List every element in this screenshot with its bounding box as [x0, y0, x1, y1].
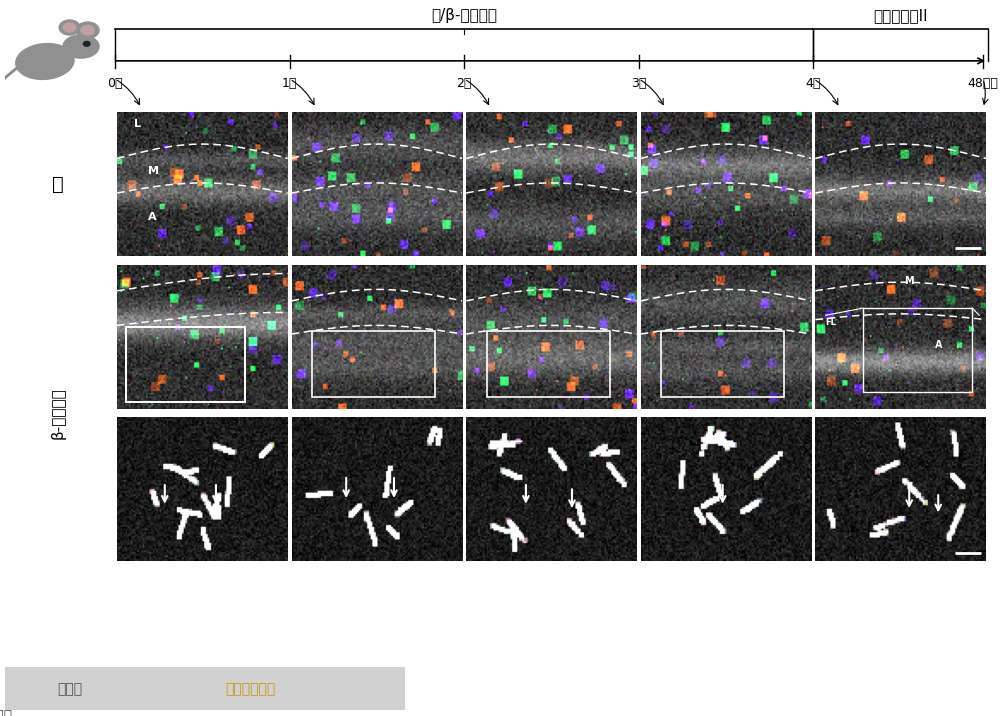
Text: 细胞核: 细胞核 — [0, 709, 13, 716]
Text: 3周: 3周 — [631, 77, 646, 90]
Text: 水: 水 — [52, 175, 64, 194]
Text: FL: FL — [826, 319, 837, 327]
Text: 0周: 0周 — [107, 77, 123, 90]
Text: 4周: 4周 — [806, 77, 821, 90]
Bar — [661, 331, 784, 397]
Bar — [487, 331, 610, 397]
Text: 血管紧张素II: 血管紧张素II — [873, 8, 928, 23]
Text: β-氨基丙腈: β-氨基丙腈 — [50, 387, 66, 439]
Text: A: A — [935, 340, 942, 350]
Circle shape — [76, 22, 99, 39]
Text: L: L — [134, 119, 141, 129]
Bar — [5, 667, 405, 710]
Circle shape — [59, 20, 80, 35]
Text: M: M — [148, 166, 159, 176]
Text: A: A — [148, 213, 156, 223]
Bar — [863, 308, 972, 392]
Text: M: M — [904, 276, 914, 286]
Ellipse shape — [16, 44, 74, 79]
Text: 关键节点细胞: 关键节点细胞 — [225, 682, 275, 696]
Circle shape — [83, 42, 90, 47]
Text: 48小时: 48小时 — [968, 77, 998, 90]
Text: 水/β-氨基丙腈: 水/β-氨基丙腈 — [431, 8, 497, 23]
Ellipse shape — [63, 35, 99, 58]
Bar — [126, 326, 245, 402]
Text: 细胞核: 细胞核 — [57, 682, 83, 696]
Bar — [312, 331, 435, 397]
Text: 1周: 1周 — [282, 77, 297, 90]
Text: 2周: 2周 — [457, 77, 472, 90]
Circle shape — [81, 26, 94, 35]
Circle shape — [63, 23, 76, 32]
